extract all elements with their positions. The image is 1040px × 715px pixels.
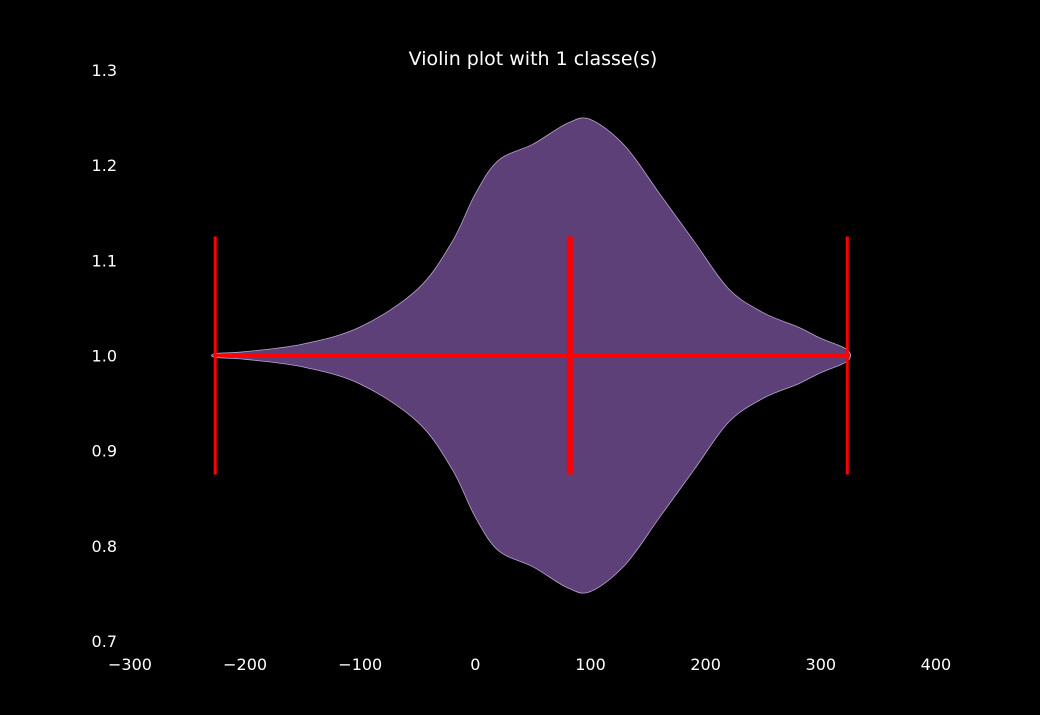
x-tick-label: 300 xyxy=(806,655,837,674)
chart-title: Violin plot with 1 classe(s) xyxy=(409,48,658,70)
x-tick-label: 0 xyxy=(470,655,480,674)
y-tick-label: 1.0 xyxy=(92,347,117,366)
x-tick-label: 100 xyxy=(575,655,606,674)
y-axis-tick-labels: 0.7 0.8 0.9 1.0 1.1 1.2 1.3 xyxy=(92,61,117,651)
x-tick-label: 400 xyxy=(921,655,952,674)
y-tick-label: 1.2 xyxy=(92,156,117,175)
y-tick-label: 1.1 xyxy=(92,251,117,270)
y-tick-label: 1.3 xyxy=(92,61,117,80)
x-tick-label: −300 xyxy=(108,655,152,674)
y-tick-label: 0.9 xyxy=(92,442,117,461)
violins xyxy=(211,117,851,594)
y-tick-label: 0.8 xyxy=(92,537,117,556)
x-tick-label: 200 xyxy=(690,655,721,674)
x-axis-tick-labels: −300 −200 −100 0 100 200 300 400 xyxy=(108,655,951,674)
y-tick-label: 0.7 xyxy=(92,632,117,651)
x-tick-label: −100 xyxy=(338,655,382,674)
x-tick-label: −200 xyxy=(223,655,267,674)
